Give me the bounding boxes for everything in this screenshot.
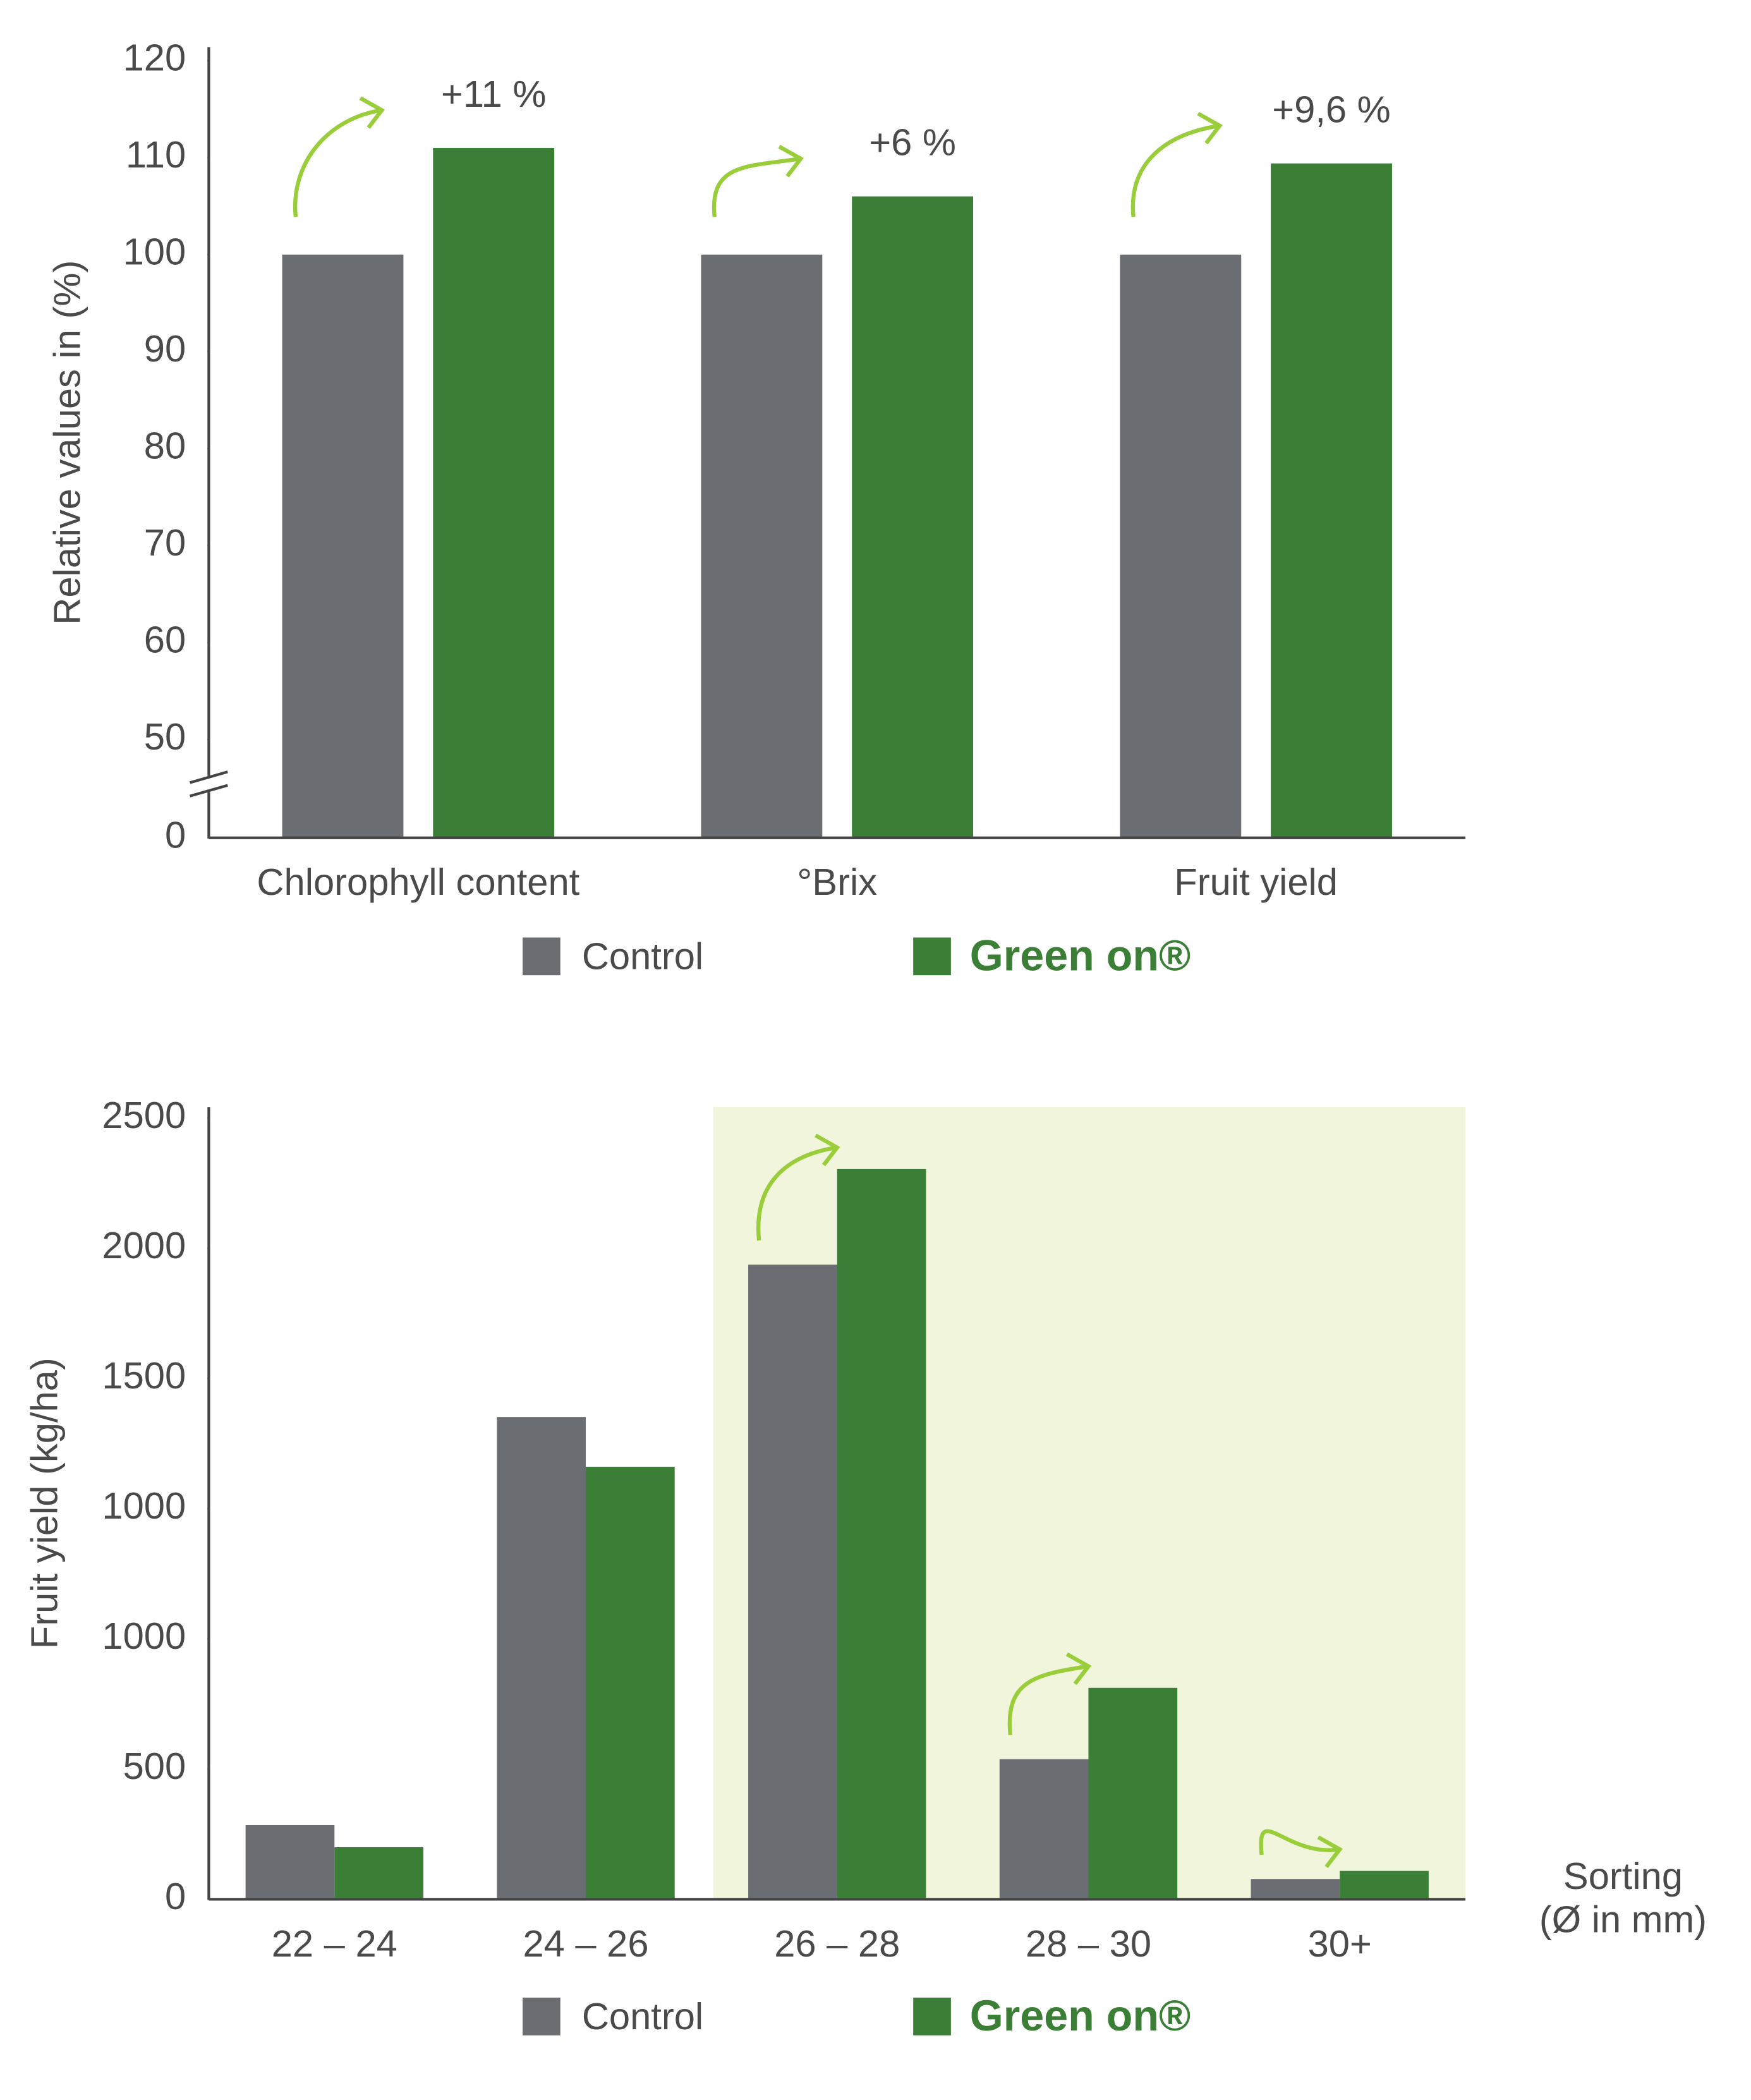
legend-swatch	[523, 937, 560, 976]
increase-arrow	[756, 1133, 840, 1241]
legend-swatch	[523, 1998, 560, 2036]
x-tick-label: 22 – 24	[272, 1922, 397, 1965]
legend-label: Green on®	[970, 932, 1191, 980]
y-tick-label: 90	[144, 327, 186, 370]
axis-break	[189, 770, 228, 784]
arrow-head	[359, 96, 385, 130]
bar	[701, 254, 823, 838]
axis-break-gap	[205, 775, 213, 792]
bar	[497, 1417, 586, 1900]
arrow-head	[815, 1133, 840, 1167]
annotation: +11 %	[441, 73, 546, 115]
bar	[837, 1168, 926, 1900]
arrow-curve	[1130, 123, 1220, 217]
y-tick-label: 1000	[102, 1484, 186, 1527]
increase-arrow	[1007, 1652, 1092, 1735]
legend-label: Control	[582, 935, 703, 977]
arrow-head	[1065, 1652, 1092, 1685]
x-tick-label: Fruit yield	[1174, 861, 1338, 903]
increase-arrow	[293, 96, 385, 217]
y-tick-label: 60	[144, 618, 186, 660]
legend-swatch	[913, 1998, 951, 2036]
arrow-curve	[712, 156, 801, 217]
bar	[1088, 1687, 1178, 1900]
x-tick-label: °Brix	[797, 861, 877, 903]
bar	[1120, 254, 1242, 838]
y-tick-label: 110	[126, 133, 186, 176]
legend-swatch	[913, 937, 951, 976]
y-tick-label: 0	[165, 1875, 186, 1917]
arrow-curve	[1007, 1664, 1089, 1735]
bar	[852, 196, 974, 838]
y-tick-label: 1500	[102, 1354, 186, 1397]
x-axis-title: Sorting	[1563, 1855, 1683, 1897]
y-tick-label: 500	[123, 1745, 186, 1787]
y-tick-label: 70	[144, 521, 186, 564]
x-axis-title: (Ø in mm)	[1539, 1898, 1707, 1940]
arrow-head	[1317, 1835, 1343, 1869]
bar	[586, 1466, 675, 1900]
y-axis-title: Relative values in (%)	[46, 260, 88, 625]
bar	[245, 1824, 335, 1900]
increase-arrow	[712, 145, 804, 217]
bar	[748, 1265, 837, 1900]
y-tick-label: 2000	[102, 1224, 186, 1266]
increase-arrow	[1130, 111, 1223, 217]
bar	[1251, 1879, 1340, 1900]
annotation: +9,6 %	[1272, 88, 1390, 130]
arrow-head	[1197, 111, 1223, 145]
bar	[999, 1759, 1089, 1900]
y-tick-label: 100	[123, 231, 186, 273]
bar	[334, 1847, 423, 1900]
axis-break	[189, 784, 228, 798]
y-axis-title: Fruit yield (kg/ha)	[23, 1357, 65, 1649]
legend-label: Green on®	[970, 1992, 1191, 2040]
y-tick-label: 80	[144, 425, 186, 467]
y-tick-label: 120	[123, 37, 186, 79]
arrow-curve	[756, 1145, 838, 1241]
annotation: +6 %	[869, 121, 956, 164]
x-tick-label: Chlorophyll content	[257, 861, 579, 903]
y-tick-label: 50	[144, 715, 186, 758]
x-tick-label: 28 – 30	[1026, 1922, 1151, 1965]
x-tick-label: 30+	[1308, 1922, 1372, 1965]
bar	[433, 148, 555, 838]
y-tick-label: 0	[165, 814, 186, 856]
bar	[282, 254, 404, 838]
arrow-head	[778, 145, 804, 178]
arrow-curve	[293, 108, 382, 217]
bar	[1271, 163, 1392, 838]
legend-label: Control	[582, 1995, 703, 2037]
arrow-curve	[1259, 1829, 1340, 1855]
y-tick-label: 2500	[102, 1094, 186, 1136]
bar	[1340, 1871, 1429, 1900]
y-tick-label: 1000	[102, 1615, 186, 1657]
increase-arrow	[1259, 1829, 1343, 1869]
x-tick-label: 26 – 28	[774, 1922, 900, 1965]
x-tick-label: 24 – 26	[523, 1922, 648, 1965]
